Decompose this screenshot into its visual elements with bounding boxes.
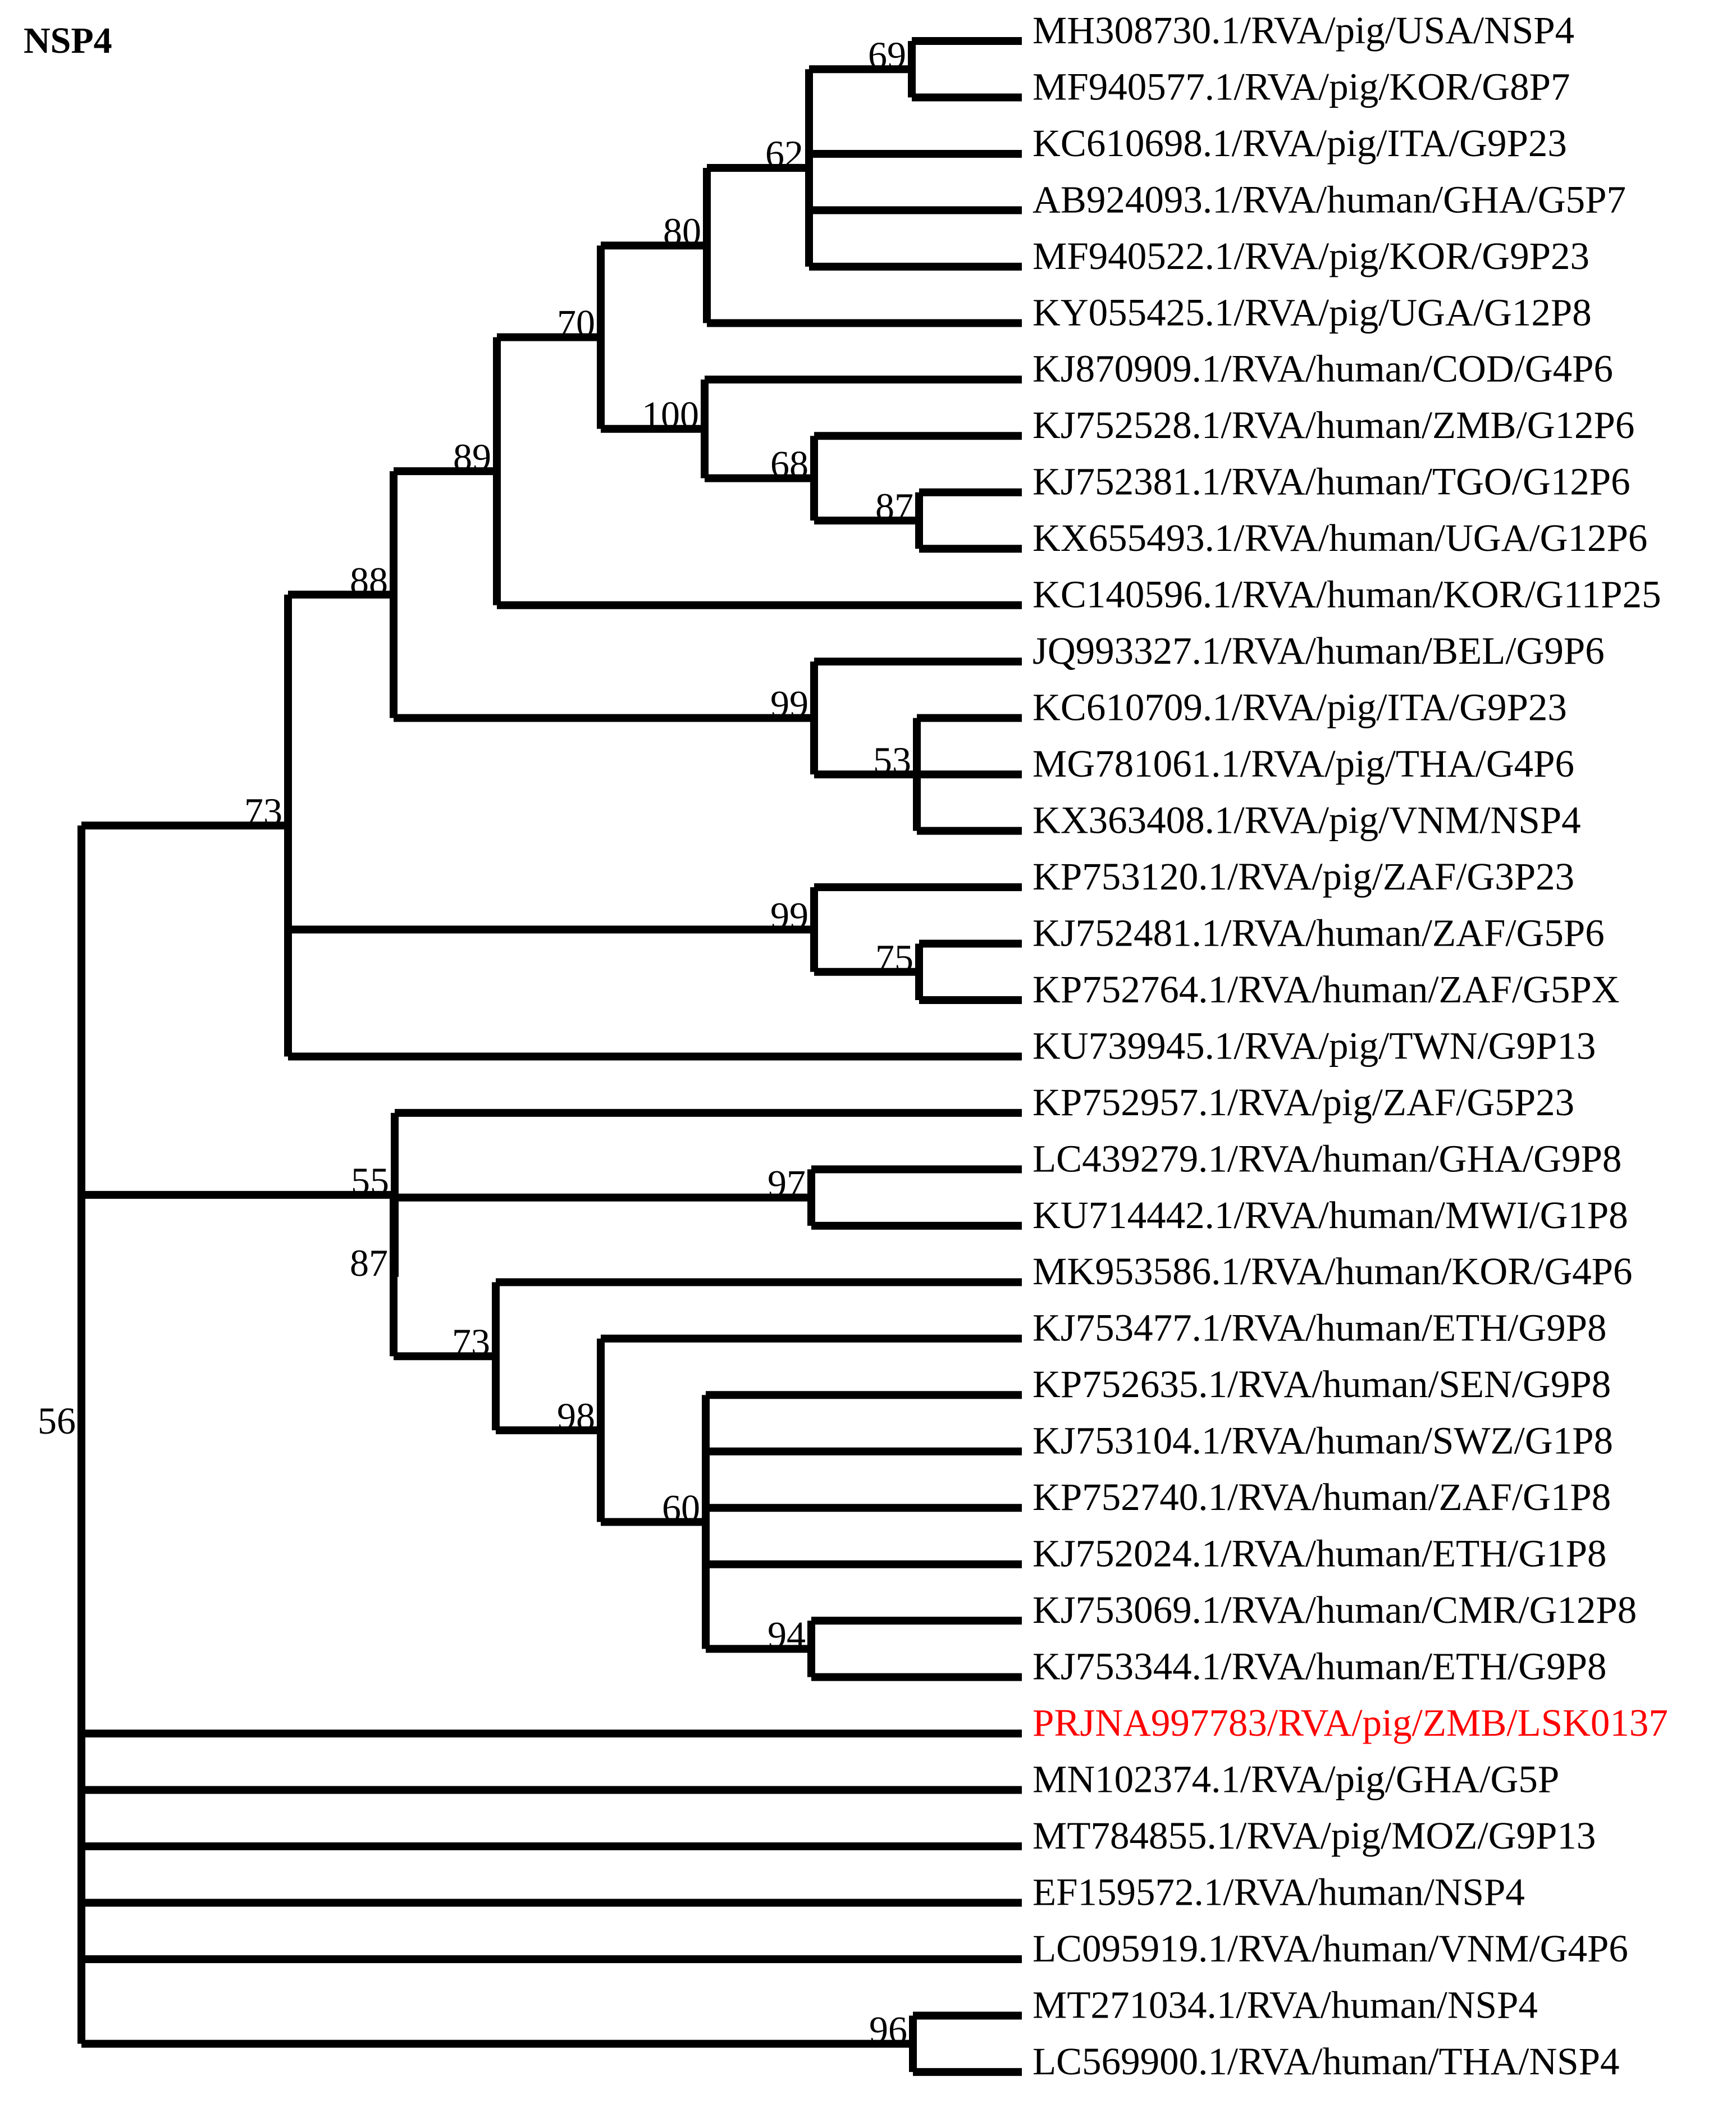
svg-text:LC095919.1/RVA/human/VNM/G4P6: LC095919.1/RVA/human/VNM/G4P6 bbox=[1033, 1927, 1628, 1970]
svg-text:MH308730.1/RVA/pig/USA/NSP4: MH308730.1/RVA/pig/USA/NSP4 bbox=[1033, 9, 1574, 52]
svg-text:87: 87 bbox=[875, 485, 913, 528]
svg-text:MF940522.1/RVA/pig/KOR/G9P23: MF940522.1/RVA/pig/KOR/G9P23 bbox=[1033, 235, 1589, 277]
svg-text:KC140596.1/RVA/human/KOR/G11P2: KC140596.1/RVA/human/KOR/G11P25 bbox=[1033, 573, 1661, 616]
svg-text:KJ753344.1/RVA/human/ETH/G9P8: KJ753344.1/RVA/human/ETH/G9P8 bbox=[1033, 1645, 1607, 1688]
svg-text:KJ752381.1/RVA/human/TGO/G12P6: KJ752381.1/RVA/human/TGO/G12P6 bbox=[1033, 460, 1630, 503]
svg-text:MK953586.1/RVA/human/KOR/G4P6: MK953586.1/RVA/human/KOR/G4P6 bbox=[1033, 1250, 1633, 1293]
svg-text:KJ753477.1/RVA/human/ETH/G9P8: KJ753477.1/RVA/human/ETH/G9P8 bbox=[1033, 1307, 1607, 1349]
svg-text:KP752740.1/RVA/human/ZAF/G1P8: KP752740.1/RVA/human/ZAF/G1P8 bbox=[1033, 1476, 1611, 1518]
svg-text:99: 99 bbox=[770, 683, 808, 726]
svg-text:99: 99 bbox=[770, 894, 808, 937]
svg-text:80: 80 bbox=[663, 210, 701, 253]
svg-text:KU714442.1/RVA/human/MWI/G1P8: KU714442.1/RVA/human/MWI/G1P8 bbox=[1033, 1194, 1628, 1236]
svg-text:100: 100 bbox=[642, 394, 699, 436]
svg-text:KP752764.1/RVA/human/ZAF/G5PX: KP752764.1/RVA/human/ZAF/G5PX bbox=[1033, 968, 1620, 1011]
svg-text:KX363408.1/RVA/pig/VNM/NSP4: KX363408.1/RVA/pig/VNM/NSP4 bbox=[1033, 799, 1581, 841]
svg-text:KC610709.1/RVA/pig/ITA/G9P23: KC610709.1/RVA/pig/ITA/G9P23 bbox=[1033, 686, 1567, 729]
svg-text:69: 69 bbox=[868, 34, 906, 76]
svg-text:68: 68 bbox=[770, 443, 808, 486]
svg-text:KY055425.1/RVA/pig/UGA/G12P8: KY055425.1/RVA/pig/UGA/G12P8 bbox=[1033, 291, 1592, 334]
svg-text:JQ993327.1/RVA/human/BEL/G9P6: JQ993327.1/RVA/human/BEL/G9P6 bbox=[1033, 629, 1605, 672]
svg-text:MG781061.1/RVA/pig/THA/G4P6: MG781061.1/RVA/pig/THA/G4P6 bbox=[1033, 742, 1574, 785]
svg-text:89: 89 bbox=[453, 436, 491, 478]
svg-text:94: 94 bbox=[768, 1613, 806, 1656]
svg-text:NSP4: NSP4 bbox=[24, 20, 112, 61]
svg-text:88: 88 bbox=[350, 559, 388, 602]
svg-text:KJ752528.1/RVA/human/ZMB/G12P6: KJ752528.1/RVA/human/ZMB/G12P6 bbox=[1033, 404, 1634, 446]
svg-text:73: 73 bbox=[452, 1321, 490, 1363]
svg-text:KJ870909.1/RVA/human/COD/G4P6: KJ870909.1/RVA/human/COD/G4P6 bbox=[1033, 348, 1613, 390]
svg-text:LC569900.1/RVA/human/THA/NSP4: LC569900.1/RVA/human/THA/NSP4 bbox=[1033, 2040, 1620, 2083]
svg-text:PRJNA997783/RVA/pig/ZMB/LSK013: PRJNA997783/RVA/pig/ZMB/LSK0137 bbox=[1033, 1701, 1668, 1744]
svg-text:KP752957.1/RVA/pig/ZAF/G5P23: KP752957.1/RVA/pig/ZAF/G5P23 bbox=[1033, 1081, 1574, 1124]
svg-text:KJ752024.1/RVA/human/ETH/G1P8: KJ752024.1/RVA/human/ETH/G1P8 bbox=[1033, 1532, 1607, 1575]
svg-text:60: 60 bbox=[662, 1486, 700, 1529]
svg-text:MT784855.1/RVA/pig/MOZ/G9P13: MT784855.1/RVA/pig/MOZ/G9P13 bbox=[1033, 1814, 1596, 1857]
svg-text:KJ753104.1/RVA/human/SWZ/G1P8: KJ753104.1/RVA/human/SWZ/G1P8 bbox=[1033, 1420, 1613, 1462]
svg-text:KP752635.1/RVA/human/SEN/G9P8: KP752635.1/RVA/human/SEN/G9P8 bbox=[1033, 1363, 1611, 1406]
svg-text:70: 70 bbox=[557, 302, 595, 345]
svg-text:EF159572.1/RVA/human/NSP4: EF159572.1/RVA/human/NSP4 bbox=[1033, 1870, 1525, 1913]
svg-text:55: 55 bbox=[351, 1160, 389, 1202]
svg-text:MN102374.1/RVA/pig/GHA/G5P: MN102374.1/RVA/pig/GHA/G5P bbox=[1033, 1758, 1559, 1800]
svg-text:56: 56 bbox=[38, 1399, 76, 1442]
svg-text:KJ752481.1/RVA/human/ZAF/G5P6: KJ752481.1/RVA/human/ZAF/G5P6 bbox=[1033, 911, 1605, 954]
svg-text:62: 62 bbox=[765, 133, 803, 175]
svg-text:KC610698.1/RVA/pig/ITA/G9P23: KC610698.1/RVA/pig/ITA/G9P23 bbox=[1033, 122, 1567, 165]
svg-text:75: 75 bbox=[875, 937, 913, 979]
svg-text:MF940577.1/RVA/pig/KOR/G8P7: MF940577.1/RVA/pig/KOR/G8P7 bbox=[1033, 65, 1570, 108]
svg-text:AB924093.1/RVA/human/GHA/G5P7: AB924093.1/RVA/human/GHA/G5P7 bbox=[1033, 178, 1626, 221]
svg-text:KU739945.1/RVA/pig/TWN/G9P13: KU739945.1/RVA/pig/TWN/G9P13 bbox=[1033, 1024, 1596, 1067]
svg-text:KX655493.1/RVA/human/UGA/G12P6: KX655493.1/RVA/human/UGA/G12P6 bbox=[1033, 517, 1647, 559]
svg-text:98: 98 bbox=[557, 1395, 595, 1438]
svg-text:KJ753069.1/RVA/human/CMR/G12P8: KJ753069.1/RVA/human/CMR/G12P8 bbox=[1033, 1589, 1637, 1631]
svg-text:MT271034.1/RVA/human/NSP4: MT271034.1/RVA/human/NSP4 bbox=[1033, 1983, 1538, 2026]
svg-text:LC439279.1/RVA/human/GHA/G9P8: LC439279.1/RVA/human/GHA/G9P8 bbox=[1033, 1137, 1621, 1180]
svg-text:97: 97 bbox=[768, 1162, 806, 1205]
svg-text:73: 73 bbox=[244, 790, 282, 833]
svg-text:53: 53 bbox=[873, 739, 911, 782]
svg-text:96: 96 bbox=[869, 2009, 907, 2051]
svg-text:KP753120.1/RVA/pig/ZAF/G3P23: KP753120.1/RVA/pig/ZAF/G3P23 bbox=[1033, 855, 1574, 898]
svg-text:87: 87 bbox=[350, 1242, 388, 1284]
